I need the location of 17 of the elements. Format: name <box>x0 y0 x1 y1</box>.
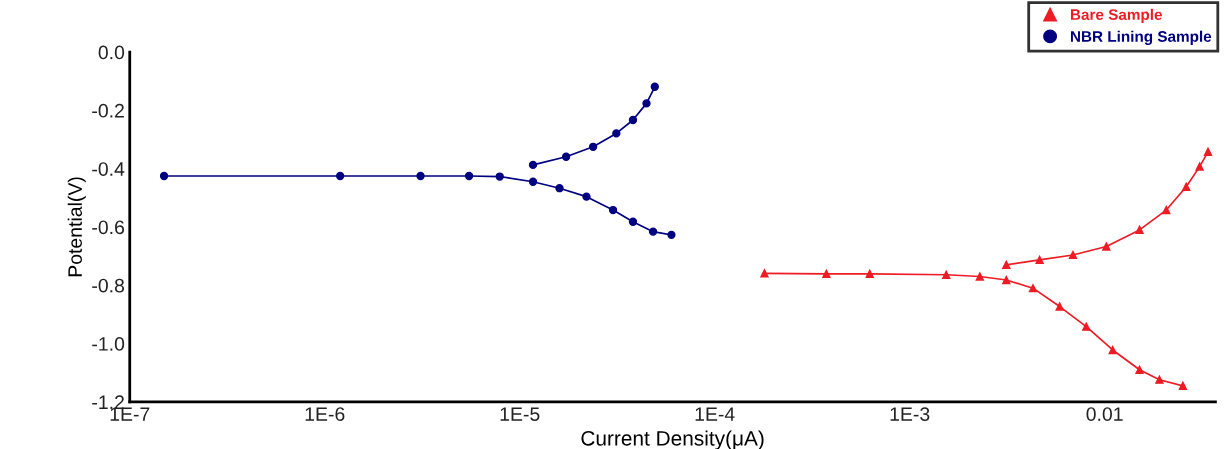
y-tick-label: -0.8 <box>92 278 125 293</box>
y-tick-label: -0.4 <box>92 162 125 176</box>
legend-label: Bare Sample <box>1070 8 1162 24</box>
x-tick-label: 0.01 <box>1086 407 1123 421</box>
y-tick-label: 0.0 <box>98 45 125 60</box>
y-axis-title: Potential(V) <box>67 177 86 277</box>
x-tick-label: 1E-7 <box>110 407 150 421</box>
y-tick-label: -1.2 <box>92 395 124 409</box>
x-tick-label: 1E-6 <box>305 407 345 421</box>
x-tick-label: 1E-3 <box>890 407 930 421</box>
legend-label: NBR Lining Sample <box>1070 30 1212 45</box>
x-axis-title: Current Density(μA) <box>581 430 764 449</box>
x-tick-label: 1E-4 <box>695 407 735 421</box>
y-tick-label: -0.6 <box>92 220 125 235</box>
y-tick-label: -0.2 <box>92 103 124 118</box>
y-tick-label: -1.0 <box>92 337 125 351</box>
x-tick-label: 1E-5 <box>500 407 540 421</box>
